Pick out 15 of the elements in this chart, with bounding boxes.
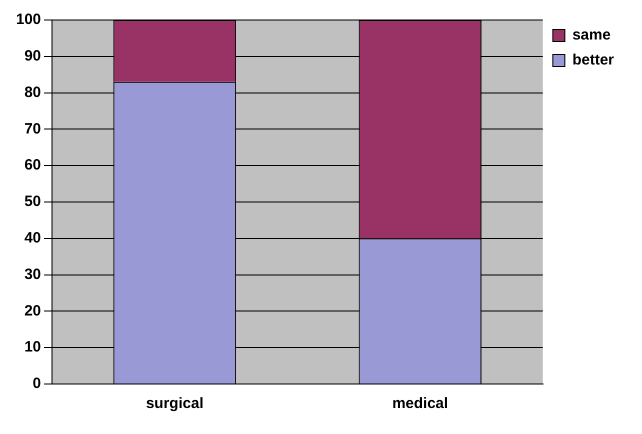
y-tick-label: 90 bbox=[24, 48, 42, 65]
y-tick-label: 20 bbox=[24, 302, 42, 320]
legend-label: same bbox=[572, 26, 611, 44]
y-tick-label: 60 bbox=[24, 156, 42, 174]
y-tick-label: 100 bbox=[16, 11, 42, 28]
legend-label: better bbox=[572, 52, 614, 69]
y-tick-label: 40 bbox=[24, 230, 42, 247]
y-tick-label: 10 bbox=[24, 338, 42, 356]
x-tick-label: medical bbox=[392, 395, 448, 412]
x-tick-label: surgical bbox=[146, 395, 204, 412]
y-tick-label: 30 bbox=[24, 266, 42, 283]
y-tick-label: 80 bbox=[24, 84, 42, 101]
y-tick-label: 70 bbox=[24, 120, 42, 138]
y-tick-label: 0 bbox=[32, 375, 42, 392]
y-tick-label: 50 bbox=[24, 193, 42, 210]
